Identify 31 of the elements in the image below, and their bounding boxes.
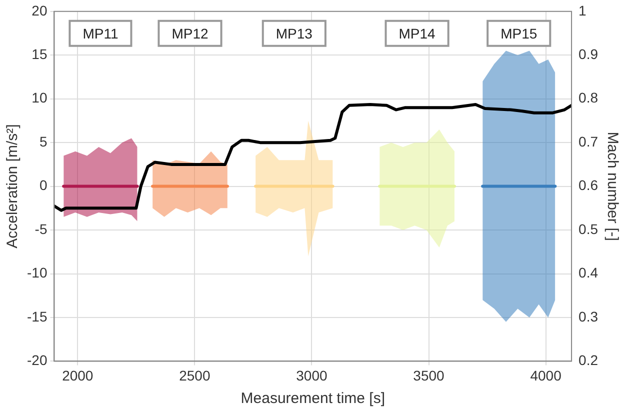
y-tick-label: 10: [32, 90, 48, 106]
y-tick-label: -5: [34, 220, 48, 237]
x-tick-label: 2500: [179, 367, 210, 384]
x-tick-label: 3000: [296, 367, 328, 384]
annotation: MP14: [398, 25, 436, 42]
x-tick-label: 4000: [530, 367, 562, 384]
y2-axis-title: Mach number [-]: [604, 132, 621, 241]
annotation: MP15: [500, 25, 538, 42]
y-tick-label: -20: [27, 352, 48, 368]
y2-tick-label: 1: [578, 2, 587, 18]
y-tick-label: -15: [27, 308, 48, 324]
y-tick-label: 15: [32, 46, 48, 62]
y2-tick-label: 0.7: [578, 133, 598, 150]
y-tick-label: 0: [39, 177, 48, 194]
annotation: MP11: [82, 25, 118, 42]
y-tick-label: 20: [32, 2, 48, 18]
annotation: MP12: [172, 25, 208, 42]
y-tick-label: 5: [39, 133, 48, 150]
y2-tick-label: 0.4: [578, 264, 598, 281]
y2-tick-label: 0.9: [578, 46, 598, 62]
annotation: MP13: [276, 25, 313, 42]
x-axis-title: Measurement time [s]: [240, 390, 385, 408]
x-tick-label: 3500: [413, 367, 445, 384]
x-tick-label: 2000: [62, 367, 94, 384]
y2-tick-label: 0.8: [578, 90, 598, 106]
y2-tick-label: 0.3: [578, 308, 598, 324]
y2-tick-label: 0.5: [578, 220, 598, 237]
y2-tick-label: 0.6: [578, 177, 598, 194]
y-tick-label: -10: [27, 264, 48, 281]
y-axis-title: Acceleration [m/s²]: [4, 124, 22, 248]
y2-tick-label: 0.2: [578, 352, 598, 368]
